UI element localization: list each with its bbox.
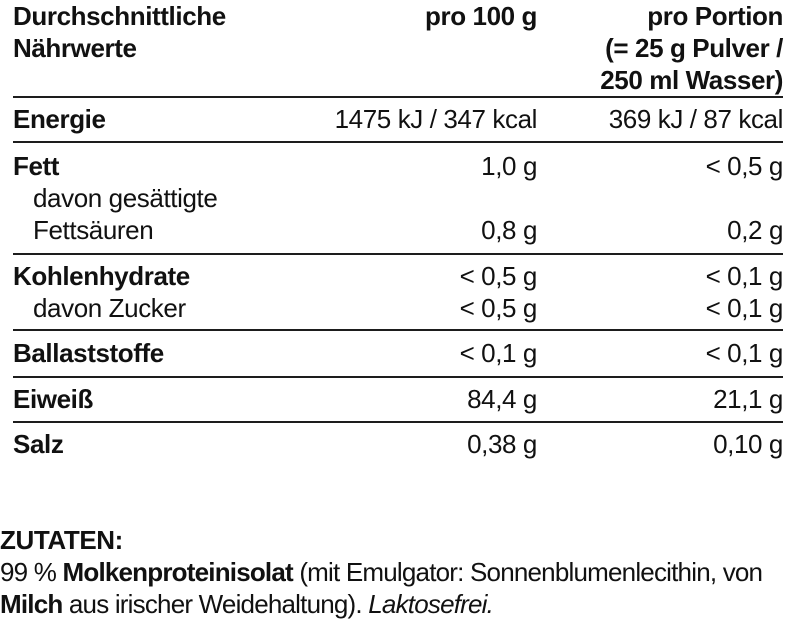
section-fett: Fett 1,0 g < 0,5 g davon gesättigte Fett… <box>13 143 783 255</box>
table-row: davon Zucker < 0,5 g < 0,1 g <box>13 292 783 324</box>
ingredients-text: aus irischer Weidehaltung). <box>62 589 369 619</box>
table-row: davon gesättigte <box>13 182 783 214</box>
value-per-100g: 1,0 g <box>481 151 537 181</box>
value-per-portion: < 0,1 g <box>705 338 784 368</box>
table-header-row: Durchschnittliche Nährwerte pro 100 g pr… <box>13 0 783 96</box>
table-row: Ballaststoffe < 0,1 g < 0,1 g <box>13 337 783 369</box>
value-per-portion: 0,2 g <box>727 215 783 245</box>
row-sublabel: Fettsäuren <box>33 215 154 245</box>
section-salz: Salz 0,38 g 0,10 g <box>13 423 783 460</box>
row-sublabel: davon Zucker <box>33 293 186 323</box>
value-per-100g: < 0,5 g <box>459 293 538 323</box>
row-label: Salz <box>13 429 64 459</box>
value-per-100g: < 0,1 g <box>459 338 538 368</box>
table-row: Fettsäuren 0,8 g 0,2 g <box>13 214 783 246</box>
value-per-100g: 0,38 g <box>467 429 537 459</box>
table-header: Durchschnittliche Nährwerte pro 100 g pr… <box>13 0 783 98</box>
value-per-100g: 1475 kJ / 347 kcal <box>334 104 538 134</box>
header-portion-line3: 250 ml Wasser) <box>600 65 783 95</box>
value-per-portion: 21,1 g <box>713 384 783 414</box>
row-label: Kohlenhydrate <box>13 261 190 291</box>
section-ballaststoffe: Ballaststoffe < 0,1 g < 0,1 g <box>13 331 783 378</box>
header-portion-line1: pro Portion <box>647 1 783 31</box>
ingredients-text-bold: Molkenproteinisolat <box>62 557 294 587</box>
table-row: Salz 0,38 g 0,10 g <box>13 428 783 460</box>
value-per-100g: < 0,5 g <box>459 261 538 291</box>
ingredients-section: ZUTATEN: 99 % Molkenproteinisolat (mit E… <box>0 524 800 620</box>
ingredients-text: 99 % <box>0 557 63 587</box>
ingredients-line-2: Milch aus irischer Weidehaltung). Laktos… <box>0 588 800 620</box>
value-per-portion: < 0,1 g <box>705 293 784 323</box>
value-per-portion: < 0,5 g <box>705 151 784 181</box>
header-portion-line2: (= 25 g Pulver / <box>605 33 783 63</box>
value-per-portion: < 0,1 g <box>705 261 784 291</box>
header-col-per-portion: pro Portion (= 25 g Pulver / 250 ml Wass… <box>537 0 783 96</box>
header-nutrients-line1: Durchschnittliche <box>13 1 226 31</box>
value-per-portion: 0,10 g <box>713 429 783 459</box>
ingredients-text: (mit Emulgator: Sonnenblumenlecithin, vo… <box>292 557 763 587</box>
row-label: Eiweiß <box>13 384 93 414</box>
ingredients-heading: ZUTATEN: <box>0 525 123 555</box>
row-label: Ballaststoffe <box>13 338 164 368</box>
header-nutrients-line2: Nährwerte <box>13 33 137 63</box>
section-energie: Energie 1475 kJ / 347 kcal 369 kJ / 87 k… <box>13 98 783 143</box>
section-eiweiss: Eiweiß 84,4 g 21,1 g <box>13 378 783 423</box>
row-label: Energie <box>13 104 106 134</box>
ingredients-text-italic: Laktosefrei. <box>368 589 494 619</box>
value-per-100g: 84,4 g <box>467 384 537 414</box>
table-row: Energie 1475 kJ / 347 kcal 369 kJ / 87 k… <box>13 103 783 135</box>
ingredients-text-bold: Milch <box>0 589 63 619</box>
section-kohlenhydrate: Kohlenhydrate < 0,5 g < 0,1 g davon Zuck… <box>13 255 783 331</box>
header-col-nutrients: Durchschnittliche Nährwerte <box>13 0 287 64</box>
nutrition-table: Durchschnittliche Nährwerte pro 100 g pr… <box>13 0 783 460</box>
ingredients-line-1: 99 % Molkenproteinisolat (mit Emulgator:… <box>0 556 800 588</box>
value-per-100g: 0,8 g <box>481 215 537 245</box>
row-sublabel: davon gesättigte <box>33 183 218 213</box>
value-per-portion: 369 kJ / 87 kcal <box>608 104 784 134</box>
table-row: Eiweiß 84,4 g 21,1 g <box>13 383 783 415</box>
table-row: Kohlenhydrate < 0,5 g < 0,1 g <box>13 260 783 292</box>
row-label: Fett <box>13 151 60 181</box>
table-row: Fett 1,0 g < 0,5 g <box>13 150 783 182</box>
header-col-per-100g: pro 100 g <box>425 1 537 31</box>
